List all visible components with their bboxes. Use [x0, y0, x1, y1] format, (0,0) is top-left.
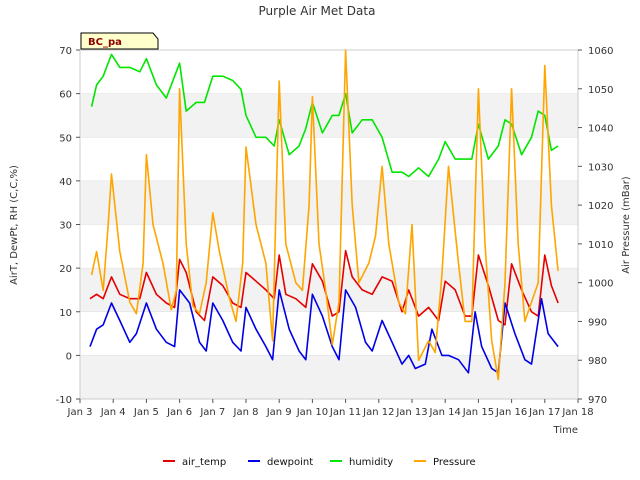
x-tick-label: Jan 12	[362, 407, 394, 418]
x-tick-label: Jan 11	[329, 407, 361, 418]
legend-label: Pressure	[433, 457, 476, 468]
y-left-tick-label: 30	[59, 221, 72, 232]
x-axis-ticks: Jan 3 Jan 4 Jan 5 Jan 6 Jan 7 Jan 8 Jan 9 Jan 1…	[67, 399, 594, 418]
x-tick-label: Jan 8	[233, 407, 259, 418]
y-right-tick-label: 1000	[588, 279, 613, 290]
x-tick-label: Jan 13	[395, 407, 427, 418]
y-left-tick-label: 70	[59, 46, 72, 57]
series-line-pressure	[90, 49, 559, 381]
x-tick-label: Jan 9	[266, 407, 292, 418]
legend-label: humidity	[349, 457, 393, 468]
legend-label: dewpoint	[267, 457, 313, 468]
y-right-axis-ticks: 970 980 990 1000 1010 1020 1030 1040 1050 1060	[578, 46, 613, 406]
series-line-air-temp	[89, 249, 559, 326]
series-line-humidity	[90, 53, 559, 178]
y-left-tick-label: 50	[59, 133, 72, 144]
x-tick-label: Jan 16	[495, 407, 527, 418]
x-tick-label: Jan 4	[100, 407, 126, 418]
y-left-axis-title: AirT, DewPt, RH (C,C,%)	[9, 165, 20, 285]
x-tick-label: Jan 3	[67, 407, 93, 418]
y-left-tick-label: -10	[56, 395, 72, 406]
y-right-tick-label: 1050	[588, 85, 613, 96]
y-left-tick-label: 0	[66, 351, 72, 362]
site-badge-label: BC_pa	[88, 37, 122, 48]
x-tick-label: Jan 14	[429, 407, 461, 418]
x-axis-title: Time	[553, 425, 578, 436]
x-tick-label: Jan 7	[199, 407, 225, 418]
y-left-axis-ticks: -10 0 10 20 30 40 50 60 70	[56, 46, 80, 406]
plot-band	[80, 93, 578, 138]
series-lines	[89, 49, 559, 381]
chart-title: Purple Air Met Data	[259, 4, 376, 18]
site-badge: BC_pa	[80, 32, 159, 50]
y-right-axis-title: Air Pressure (mBar)	[621, 176, 632, 274]
x-tick-label: Jan 15	[462, 407, 494, 418]
x-tick-label: Jan 6	[166, 407, 192, 418]
x-tick-label: Jan 10	[296, 407, 328, 418]
y-right-tick-label: 1060	[588, 46, 613, 57]
y-right-tick-label: 980	[588, 356, 607, 367]
plot-band	[80, 180, 578, 225]
x-tick-label: Jan 17	[528, 407, 560, 418]
y-left-tick-label: 20	[59, 264, 72, 275]
x-tick-label: Jan 18	[561, 407, 593, 418]
x-tick-label: Jan 5	[133, 407, 159, 418]
y-right-tick-label: 1010	[588, 240, 613, 251]
y-right-tick-label: 970	[588, 395, 607, 406]
plot-band	[80, 355, 578, 399]
y-left-tick-label: 60	[59, 90, 72, 101]
site-badge-shape	[80, 32, 159, 50]
y-right-tick-label: 1030	[588, 162, 613, 173]
series-line-dewpoint	[89, 289, 559, 374]
legend-label: air_temp	[182, 457, 226, 468]
y-right-tick-label: 990	[588, 317, 607, 328]
legend: air_temp dewpoint humidity Pressure	[163, 457, 476, 468]
y-left-tick-label: 10	[59, 308, 72, 319]
plot-bands	[80, 93, 578, 399]
y-right-tick-label: 1020	[588, 201, 613, 212]
y-left-tick-label: 40	[59, 177, 72, 188]
y-right-tick-label: 1040	[588, 124, 613, 135]
